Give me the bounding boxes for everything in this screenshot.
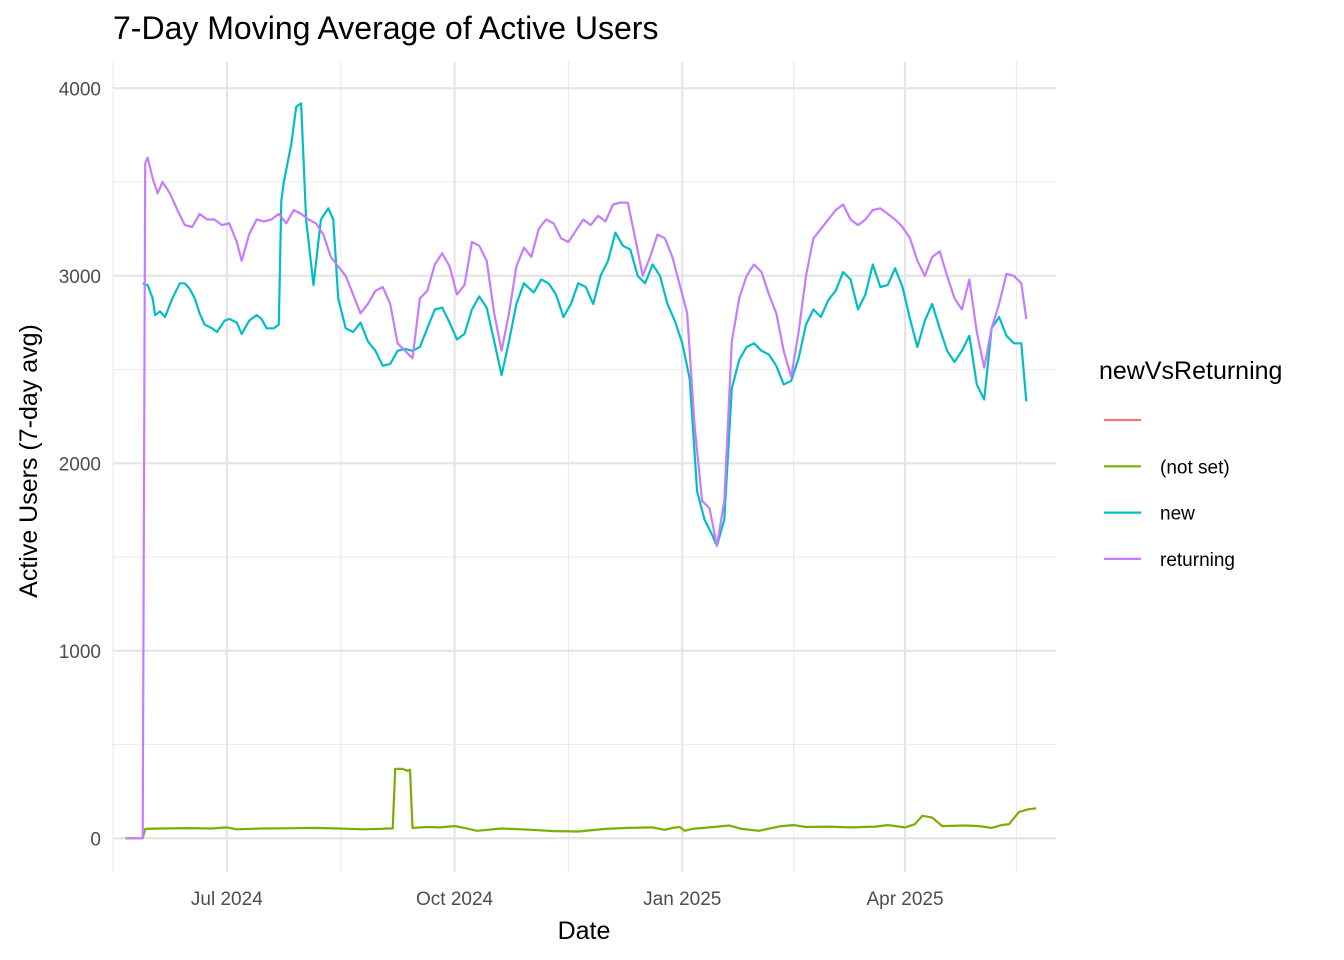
series-line-new (142, 102, 1028, 547)
legend-label-not-set: (not set) (1160, 457, 1230, 478)
legend-label-returning: returning (1160, 550, 1235, 571)
x-tick-label: Apr 2025 (866, 889, 943, 910)
chart-title: 7-Day Moving Average of Active Users (113, 10, 658, 46)
y-axis-title: Active Users (7-day avg) (15, 324, 43, 598)
x-tick-label: Jan 2025 (643, 889, 721, 910)
x-axis-ticks: Jul 2024 Oct 2024 Jan 2025 Apr 2025 (191, 889, 944, 910)
series-lines (125, 102, 1037, 840)
major-gridlines (113, 62, 1056, 872)
series-line-returning (125, 156, 1028, 840)
series-line-not-set (125, 767, 1037, 840)
y-tick-label: 0 (90, 829, 101, 850)
legend-title: newVsReturning (1099, 357, 1282, 385)
y-tick-label: 2000 (59, 454, 101, 475)
y-tick-label: 3000 (59, 267, 101, 288)
y-axis-ticks: 0 1000 2000 3000 4000 (59, 79, 101, 850)
minor-gridlines (112, 62, 1056, 872)
x-tick-label: Oct 2024 (416, 889, 494, 910)
y-tick-label: 4000 (59, 79, 101, 100)
x-tick-label: Jul 2024 (191, 889, 263, 910)
y-tick-label: 1000 (59, 642, 101, 663)
legend: newVsReturning (not set) new returning (1099, 357, 1282, 571)
x-axis-title: Date (558, 917, 611, 945)
legend-label-new: new (1160, 504, 1195, 525)
